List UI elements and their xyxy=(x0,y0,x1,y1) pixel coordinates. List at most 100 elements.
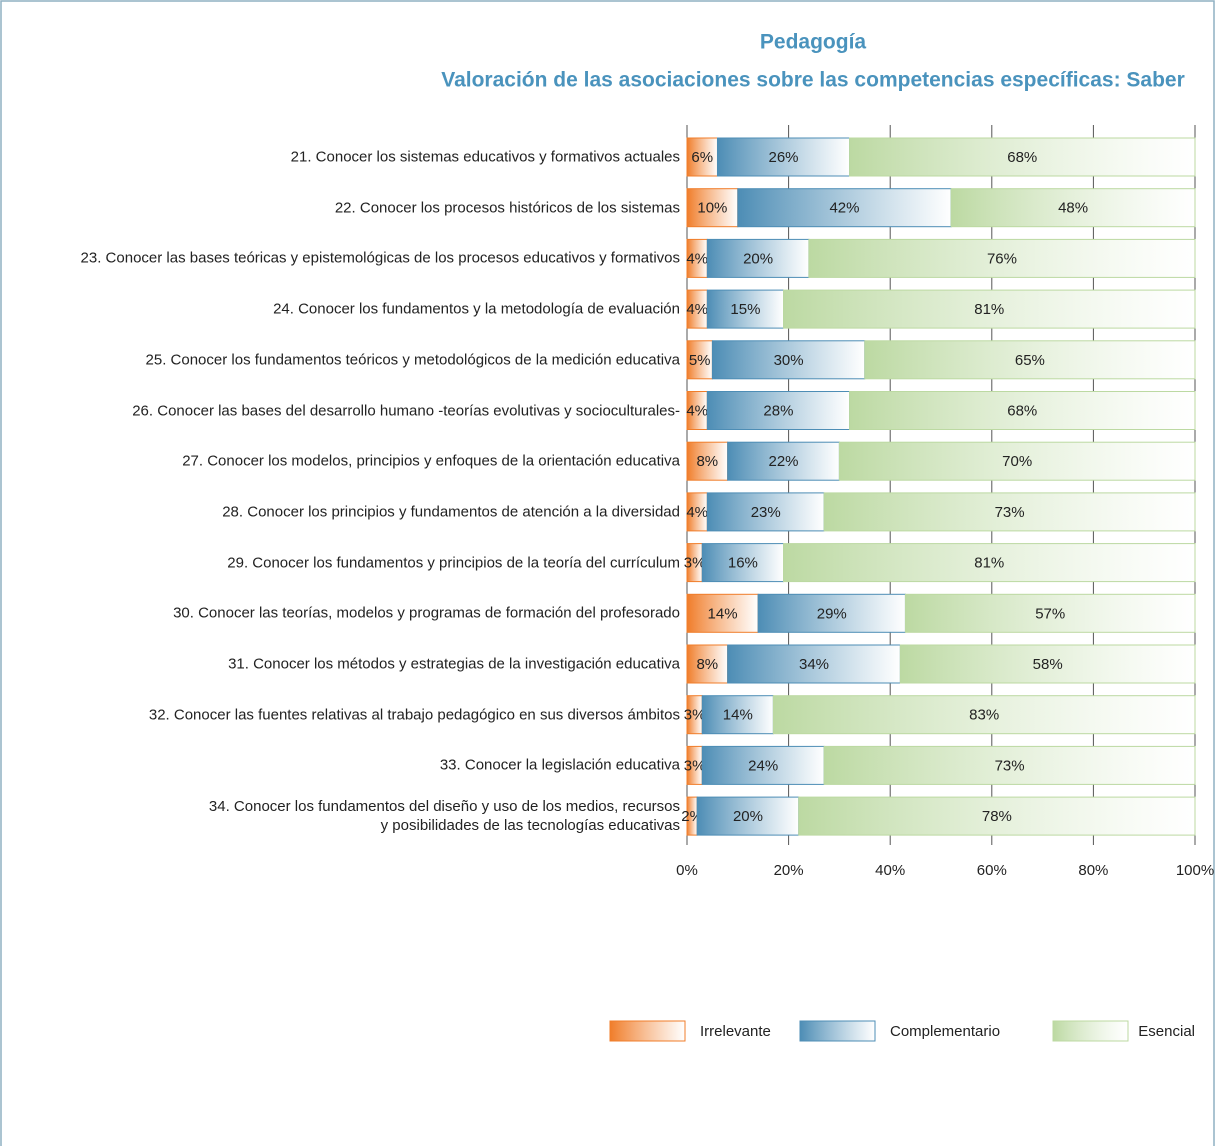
bar-segment xyxy=(772,695,1196,735)
bar-segment xyxy=(727,441,840,481)
data-label: 3% xyxy=(684,707,706,724)
data-label: 6% xyxy=(691,149,713,166)
bar-segment xyxy=(686,593,759,633)
data-label: 34% xyxy=(799,656,829,673)
bar-segment xyxy=(716,137,851,177)
legend-label: Complementario xyxy=(890,1023,1000,1040)
bar-segment xyxy=(757,593,906,633)
chart-title: Pedagogía xyxy=(760,31,867,54)
data-label: 78% xyxy=(982,808,1012,825)
bar-segment xyxy=(823,745,1196,785)
data-label: 3% xyxy=(684,757,706,774)
category-label: 29. Conocer los fundamentos y principios… xyxy=(227,554,680,572)
data-label: 24% xyxy=(748,757,778,774)
data-label: 81% xyxy=(974,555,1004,572)
category-label: 34. Conocer los fundamentos del diseño y… xyxy=(208,798,680,835)
bar-segment xyxy=(864,340,1196,380)
category-label: 24. Conocer los fundamentos y la metodol… xyxy=(273,300,680,318)
bar-segment xyxy=(706,391,851,430)
bar-segment xyxy=(711,340,866,380)
data-label: 14% xyxy=(708,605,738,622)
x-tick-label: 100% xyxy=(1176,862,1214,879)
chart-subtitle: Valoración de las asociaciones sobre las… xyxy=(441,69,1185,92)
data-label: 42% xyxy=(829,200,859,217)
data-label: 4% xyxy=(686,301,708,318)
data-label: 8% xyxy=(696,453,718,470)
data-label: 16% xyxy=(728,555,758,572)
data-label: 28% xyxy=(763,402,793,419)
category-label: 30. Conocer las teorías, modelos y progr… xyxy=(173,604,680,622)
data-label: 4% xyxy=(686,402,708,419)
data-label: 20% xyxy=(733,808,763,825)
category-label: 23. Conocer las bases teóricas y epistem… xyxy=(80,249,680,267)
data-label: 22% xyxy=(769,453,799,470)
data-label: 70% xyxy=(1002,453,1032,470)
x-tick-label: 60% xyxy=(977,862,1007,879)
category-label: 32. Conocer las fuentes relativas al tra… xyxy=(148,706,680,724)
bar-segment xyxy=(737,188,952,228)
bar-segment xyxy=(727,644,901,684)
data-label: 58% xyxy=(1033,656,1063,673)
data-label: 83% xyxy=(969,707,999,724)
data-label: 81% xyxy=(974,301,1004,318)
bar-segment xyxy=(701,695,774,735)
bar-segment xyxy=(838,441,1196,481)
category-label: 27. Conocer los modelos, principios y en… xyxy=(182,452,680,470)
data-label: 14% xyxy=(723,707,753,724)
x-tick-label: 40% xyxy=(875,862,905,879)
data-label: 8% xyxy=(696,656,718,673)
x-tick-label: 20% xyxy=(774,862,804,879)
data-label: 26% xyxy=(769,149,799,166)
category-label: 21. Conocer los sistemas educativos y fo… xyxy=(290,148,680,166)
category-label: 26. Conocer las bases del desarrollo hum… xyxy=(132,402,680,419)
bar-segment xyxy=(899,644,1196,684)
bar-segment xyxy=(706,238,810,278)
bar-segment xyxy=(849,137,1196,177)
data-label: 4% xyxy=(686,250,708,267)
data-label: 48% xyxy=(1058,200,1088,217)
data-label: 5% xyxy=(689,352,711,369)
data-label: 73% xyxy=(995,504,1025,521)
data-label: 57% xyxy=(1035,605,1065,622)
legend-swatch xyxy=(1052,1020,1129,1042)
category-label: 31. Conocer los métodos y estrategias de… xyxy=(228,655,680,673)
bar-segment xyxy=(686,644,729,684)
bar-segment xyxy=(904,593,1196,633)
x-tick-label: 0% xyxy=(676,862,698,879)
data-label: 73% xyxy=(995,757,1025,774)
bar-segment xyxy=(783,543,1196,583)
category-label: 22. Conocer los procesos históricos de l… xyxy=(334,199,680,217)
legend-label: Esencial xyxy=(1138,1023,1195,1040)
bar-segment xyxy=(798,796,1196,836)
bar-segment xyxy=(701,745,825,785)
legend-swatch xyxy=(609,1020,686,1042)
x-tick-label: 80% xyxy=(1078,862,1108,879)
category-label: 25. Conocer los fundamentos teóricos y m… xyxy=(145,351,680,369)
bar-segment xyxy=(701,543,785,583)
legend-label: Irrelevante xyxy=(700,1023,771,1040)
bar-segment xyxy=(706,289,785,329)
data-label: 20% xyxy=(743,250,773,267)
data-label: 23% xyxy=(751,504,781,521)
data-label: 68% xyxy=(1007,149,1037,166)
data-label: 3% xyxy=(684,555,706,572)
bar-segment xyxy=(696,796,800,836)
category-label: 33. Conocer la legislación educativa xyxy=(439,756,680,774)
bar-segment xyxy=(849,391,1196,430)
data-label: 65% xyxy=(1015,352,1045,369)
data-label: 15% xyxy=(730,301,760,318)
data-label: 68% xyxy=(1007,402,1037,419)
bar-segment xyxy=(783,289,1196,329)
data-label: 29% xyxy=(817,605,847,622)
data-label: 76% xyxy=(987,250,1017,267)
legend-swatch xyxy=(799,1020,876,1042)
bar-segment xyxy=(823,492,1196,532)
bar-segment xyxy=(808,238,1196,278)
category-label: 28. Conocer los principios y fundamentos… xyxy=(222,503,680,521)
bar-segment xyxy=(686,188,739,228)
bar-segment xyxy=(950,188,1196,228)
bar-segment xyxy=(706,492,825,532)
